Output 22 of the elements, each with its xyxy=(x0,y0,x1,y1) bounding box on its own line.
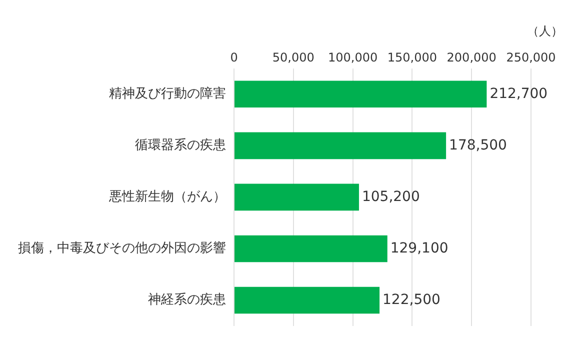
data-label: 105,200 xyxy=(362,188,420,205)
y-tick-label: 悪性新生物（がん） xyxy=(108,190,226,205)
y-tick-label: 精神及び行動の障害 xyxy=(109,86,226,102)
bar xyxy=(234,132,446,160)
bar xyxy=(234,235,388,262)
x-tick-label: 0 xyxy=(230,50,238,64)
data-label: 212,700 xyxy=(490,86,548,102)
bar xyxy=(234,286,380,314)
data-label: 122,500 xyxy=(382,292,440,308)
x-axis-title: （人） xyxy=(527,24,563,38)
data-label: 129,100 xyxy=(390,240,448,256)
bar xyxy=(234,184,359,211)
y-tick-label: 神経系の疾患 xyxy=(148,292,226,308)
x-tick-label: 50,000 xyxy=(272,50,314,64)
y-tick-label: 循環器系の疾患 xyxy=(135,138,226,154)
bar xyxy=(234,80,487,108)
x-tick-label: 100,000 xyxy=(328,50,378,64)
y-tick-label: 損傷，中毒及びその他の外因の影響 xyxy=(18,241,226,256)
data-label: 178,500 xyxy=(449,137,507,154)
x-tick-label: 250,000 xyxy=(506,50,556,64)
x-tick-label: 150,000 xyxy=(387,50,438,64)
x-tick-label: 200,000 xyxy=(446,50,496,64)
